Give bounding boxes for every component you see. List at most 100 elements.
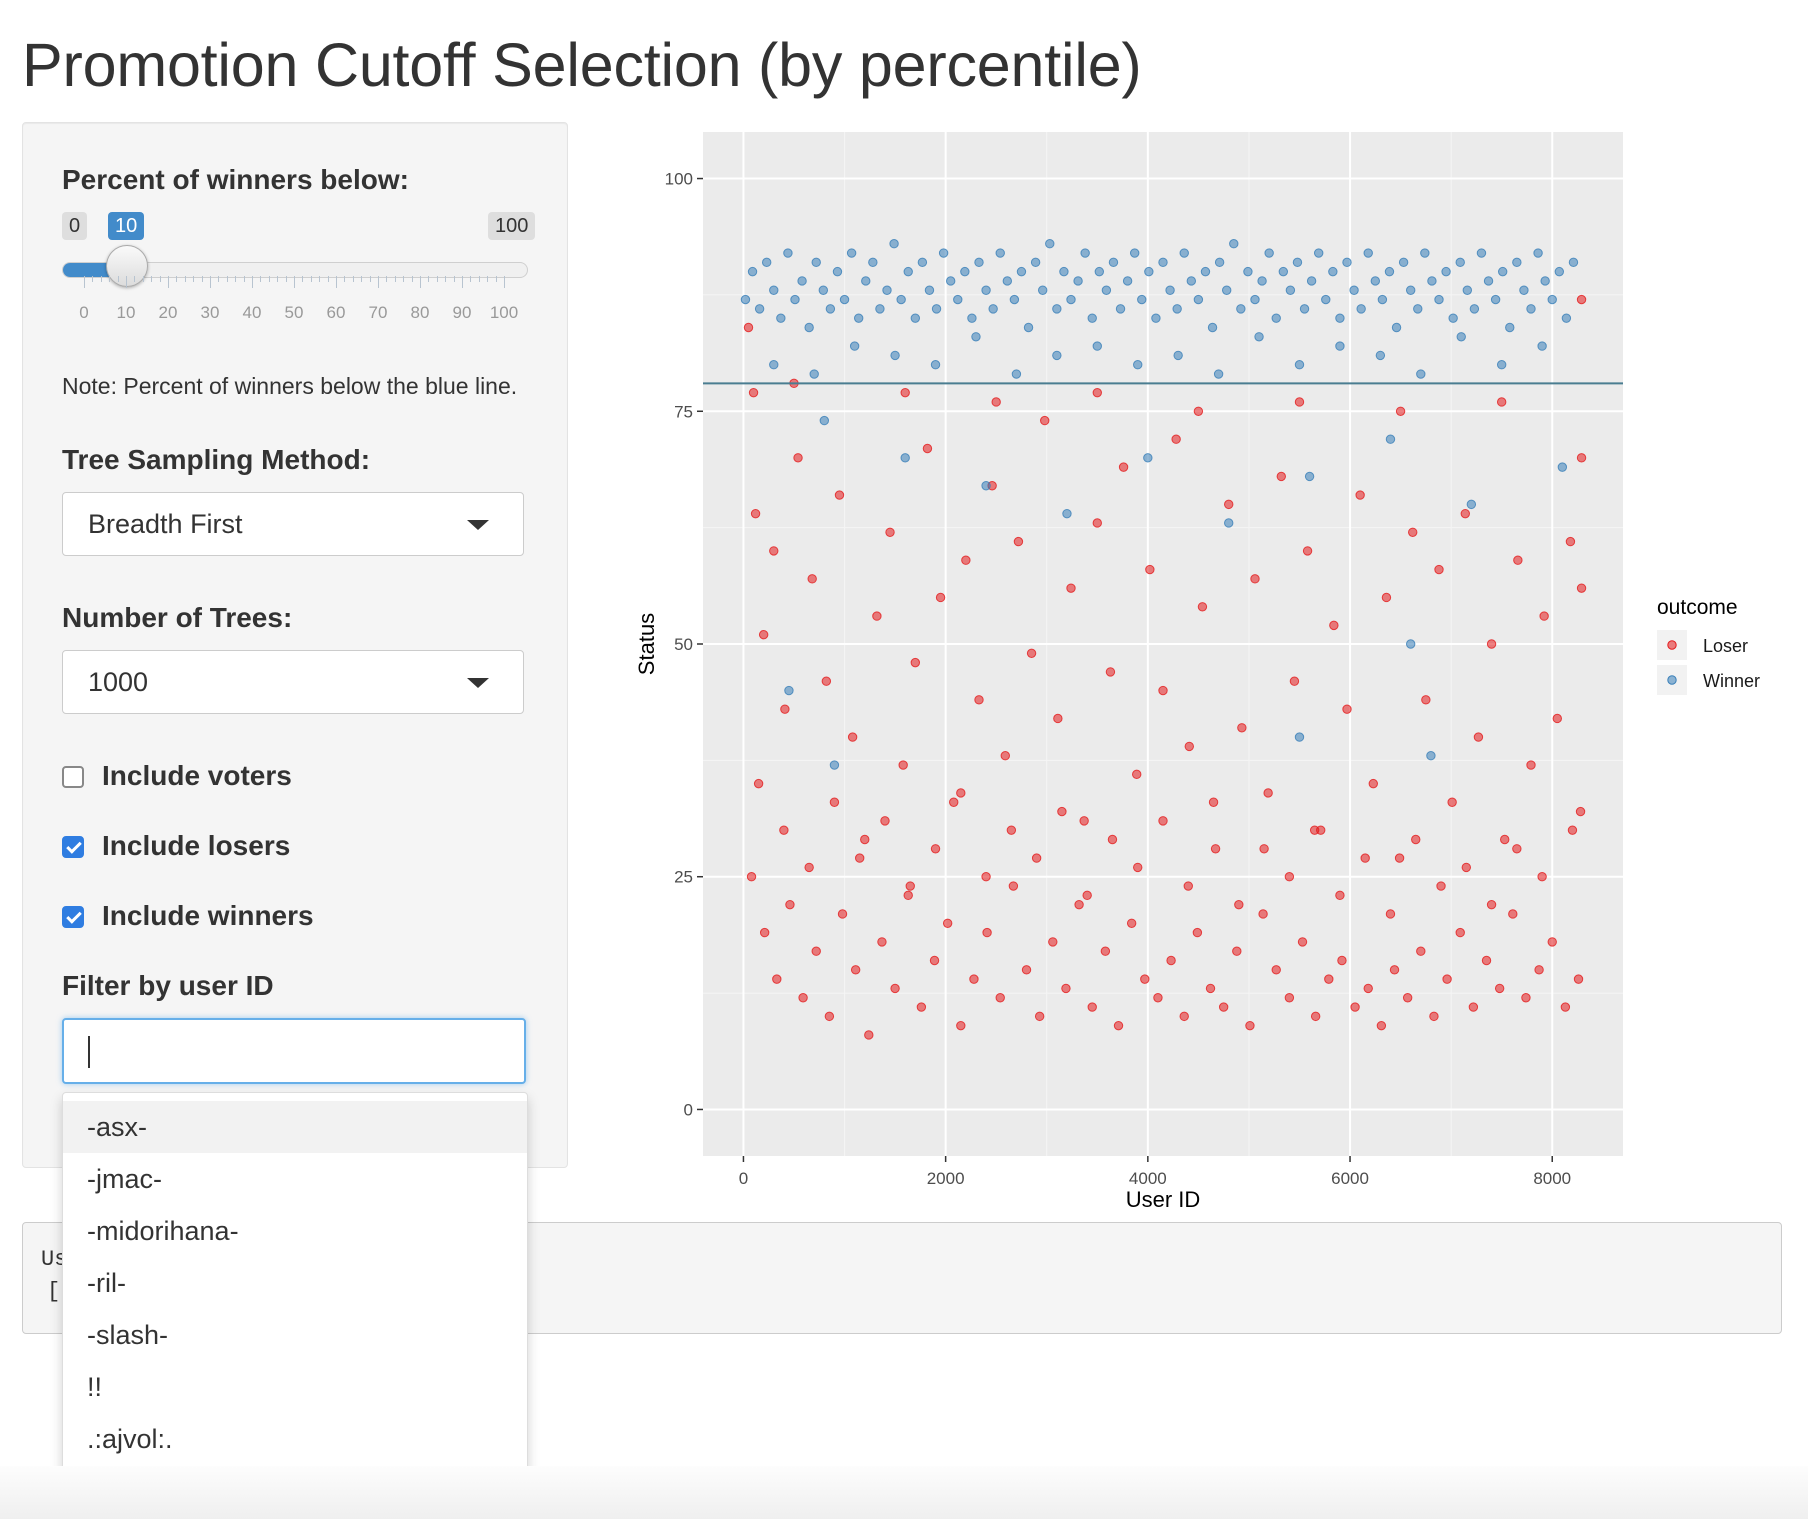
data-point-loser	[798, 993, 808, 1003]
data-point-loser	[1421, 695, 1431, 705]
slider-tick	[436, 276, 438, 282]
data-point-loser	[1360, 853, 1370, 863]
data-point-loser	[1329, 620, 1339, 631]
slider-tick	[504, 276, 505, 288]
slider-tick	[470, 276, 472, 282]
data-point-loser	[1576, 294, 1587, 305]
output-line-2: [	[47, 1279, 61, 1304]
data-point-winner	[1476, 248, 1487, 258]
data-point-winner	[1533, 248, 1543, 258]
data-point-winner	[784, 685, 794, 696]
slider-tick	[168, 276, 169, 288]
slider-tick	[184, 276, 186, 282]
slider-tick	[243, 276, 245, 282]
data-point-loser	[1234, 899, 1244, 910]
data-point-loser	[916, 1002, 927, 1012]
legend-label: Loser	[1703, 636, 1748, 656]
include-winners-checkbox[interactable]	[62, 906, 84, 928]
data-point-winner	[1066, 294, 1076, 305]
slider-tick	[159, 276, 161, 282]
slider-handle[interactable]	[106, 245, 148, 287]
y-tick-label: 75	[674, 402, 693, 421]
data-point-loser	[1250, 574, 1260, 584]
data-point-winner	[776, 313, 786, 323]
num-trees-select[interactable]: 1000	[62, 650, 524, 714]
data-point-loser	[1310, 1011, 1321, 1022]
dropdown-option[interactable]: .:ajvol:.	[87, 1424, 173, 1454]
data-point-loser	[1534, 965, 1544, 975]
data-point-winner	[1045, 239, 1055, 249]
data-point-loser	[1208, 797, 1219, 807]
slider-tick	[235, 276, 237, 282]
data-point-winner	[1537, 341, 1547, 351]
include-winners-label[interactable]: Include winners	[102, 900, 314, 931]
data-point-winner	[1193, 294, 1204, 305]
dropdown-option[interactable]: -jmac-	[87, 1164, 162, 1194]
slider-tick	[386, 276, 388, 282]
data-point-loser	[1145, 564, 1155, 575]
data-point-winner	[1321, 294, 1331, 305]
num-trees-value: 1000	[88, 667, 149, 697]
data-point-winner	[761, 257, 772, 268]
data-point-winner	[1349, 285, 1359, 295]
data-point-loser	[1496, 397, 1507, 407]
dropdown-option[interactable]: -midorihana-	[87, 1216, 239, 1246]
data-point-loser	[855, 853, 865, 863]
data-point-winner	[1554, 266, 1565, 277]
data-point-winner	[1122, 276, 1133, 286]
dropdown-option[interactable]: !!	[87, 1372, 103, 1402]
data-point-winner	[1200, 266, 1211, 277]
data-point-winner	[1370, 276, 1381, 286]
bottom-bar	[0, 1466, 1808, 1519]
data-point-loser	[1263, 788, 1273, 798]
data-point-winner	[889, 239, 899, 249]
loser-points	[743, 294, 1587, 1040]
data-point-loser	[1337, 955, 1347, 966]
slider-tick	[336, 276, 337, 288]
data-point-loser	[1539, 611, 1549, 621]
data-point-loser	[1552, 713, 1562, 724]
data-point-loser	[1048, 937, 1058, 947]
data-point-loser	[1309, 825, 1320, 835]
data-point-loser	[1447, 797, 1457, 807]
data-point-loser	[1560, 1002, 1571, 1012]
include-losers-checkbox[interactable]	[62, 836, 84, 858]
data-point-winner	[1224, 518, 1234, 528]
data-point-loser	[930, 844, 941, 854]
dropdown-option[interactable]: -asx-	[63, 1101, 527, 1153]
data-point-loser	[1218, 1002, 1229, 1012]
data-point-loser	[1126, 918, 1137, 928]
slider-tick	[285, 276, 287, 282]
slider-tick	[394, 276, 396, 282]
data-point-winner	[1483, 276, 1494, 286]
include-voters-checkbox[interactable]	[62, 766, 84, 788]
data-point-loser	[1434, 564, 1444, 575]
include-voters-label[interactable]: Include voters	[102, 760, 292, 791]
include-losers-label[interactable]: Include losers	[102, 830, 291, 861]
dropdown-option[interactable]: -slash-	[87, 1320, 169, 1350]
filter-user-input[interactable]	[62, 1018, 526, 1084]
data-point-winner	[1115, 304, 1126, 314]
data-point-winner	[790, 294, 800, 305]
slider-tick-label: 70	[368, 303, 388, 322]
data-point-winner	[1342, 257, 1352, 268]
data-point-loser	[837, 909, 848, 919]
data-point-loser	[1521, 993, 1531, 1003]
data-point-winner	[1466, 499, 1477, 510]
data-point-loser	[1368, 778, 1378, 789]
data-point-winner	[853, 313, 864, 323]
data-point-loser	[1053, 713, 1063, 724]
slider-tick	[420, 276, 421, 288]
tree-method-select[interactable]: Breadth First	[62, 492, 524, 556]
data-point-loser	[824, 1011, 835, 1022]
data-point-winner	[1023, 322, 1034, 333]
dropdown-option[interactable]: -ril-	[87, 1268, 126, 1298]
slider-tick-label: 20	[158, 303, 178, 322]
data-point-loser	[1473, 732, 1484, 742]
data-point-loser	[750, 508, 761, 519]
slider-tick	[361, 276, 363, 282]
data-point-winner	[1101, 285, 1112, 295]
data-point-winner	[1173, 350, 1183, 361]
slider-label: Percent of winners below:	[62, 164, 409, 195]
user-id-dropdown[interactable]: -asx- -jmac- -midorihana- -ril- -slash-!! .:a…	[62, 1092, 528, 1494]
